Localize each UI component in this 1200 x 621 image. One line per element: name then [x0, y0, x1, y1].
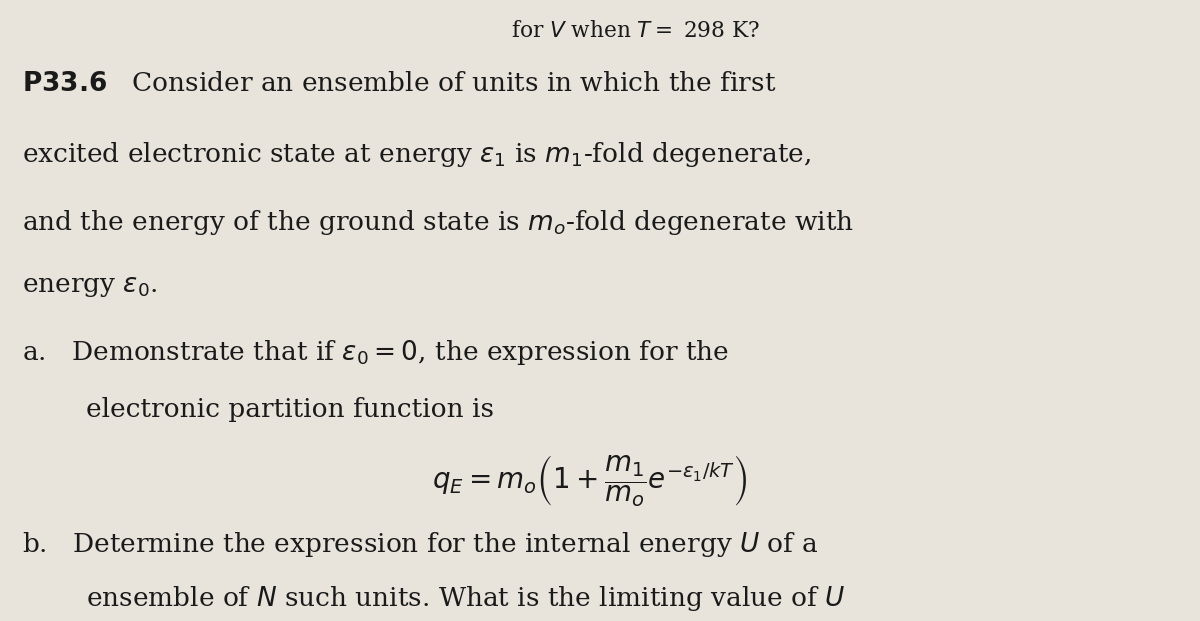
Text: ensemble of $N$ such units. What is the limiting value of $U$: ensemble of $N$ such units. What is the … — [86, 584, 846, 613]
Text: $\mathbf{P33.6}$   Consider an ensemble of units in which the first: $\mathbf{P33.6}$ Consider an ensemble of… — [22, 71, 776, 96]
Text: and the energy of the ground state is $m_o$-fold degenerate with: and the energy of the ground state is $m… — [22, 208, 853, 237]
Text: for $V$ when $T =$ 298 K?: for $V$ when $T =$ 298 K? — [511, 20, 761, 42]
Text: a.   Demonstrate that if $\varepsilon_0 = 0$, the expression for the: a. Demonstrate that if $\varepsilon_0 = … — [22, 338, 728, 368]
Text: energy $\varepsilon_0$.: energy $\varepsilon_0$. — [22, 274, 157, 299]
Text: electronic partition function is: electronic partition function is — [86, 397, 494, 422]
Text: $q_E = m_o\left(1+\dfrac{m_1}{m_o}e^{-\varepsilon_1/kT}\right)$: $q_E = m_o\left(1+\dfrac{m_1}{m_o}e^{-\v… — [432, 453, 748, 509]
Text: excited electronic state at energy $\varepsilon_1$ is $m_1$-fold degenerate,: excited electronic state at energy $\var… — [22, 140, 811, 169]
Text: b.   Determine the expression for the internal energy $U$ of a: b. Determine the expression for the inte… — [22, 530, 817, 559]
